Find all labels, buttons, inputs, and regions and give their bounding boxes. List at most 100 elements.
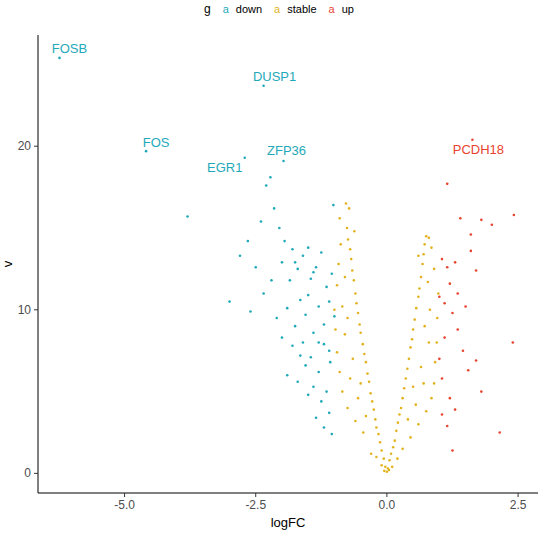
point xyxy=(312,331,315,334)
point xyxy=(438,295,441,298)
point xyxy=(281,261,284,264)
point xyxy=(332,204,335,207)
point xyxy=(464,305,467,308)
point xyxy=(425,410,428,413)
point xyxy=(344,333,347,336)
legend-label: down xyxy=(236,3,262,15)
x-axis xyxy=(38,493,538,494)
point xyxy=(262,292,265,295)
point xyxy=(310,277,313,280)
point xyxy=(347,238,350,241)
point xyxy=(145,150,148,153)
point xyxy=(354,292,357,295)
point xyxy=(307,394,310,397)
point xyxy=(423,243,426,246)
point xyxy=(435,341,438,344)
point xyxy=(312,271,315,274)
point xyxy=(422,253,425,256)
point xyxy=(351,358,354,361)
point xyxy=(382,457,385,460)
point xyxy=(315,416,318,419)
y-tick-label: 0 xyxy=(24,466,31,480)
point xyxy=(328,300,331,303)
point xyxy=(446,425,449,428)
point xyxy=(346,227,349,230)
point xyxy=(338,217,341,220)
point xyxy=(370,452,373,455)
legend-label: up xyxy=(342,3,354,15)
point xyxy=(433,268,436,271)
point xyxy=(412,385,415,388)
legend-key: a xyxy=(329,3,336,15)
gene-label: FOSB xyxy=(52,41,87,56)
point xyxy=(355,302,358,305)
point xyxy=(273,207,276,210)
point xyxy=(443,302,446,305)
point xyxy=(471,138,474,141)
point xyxy=(375,456,378,459)
point xyxy=(429,309,432,312)
point xyxy=(296,268,299,271)
point xyxy=(420,276,423,279)
point xyxy=(375,426,378,429)
point xyxy=(336,284,339,287)
point xyxy=(328,412,331,415)
point xyxy=(456,328,459,331)
point xyxy=(362,431,365,434)
point xyxy=(365,415,368,418)
point xyxy=(331,273,334,276)
point xyxy=(315,266,318,269)
point xyxy=(446,183,449,186)
point xyxy=(357,312,360,315)
point xyxy=(294,325,297,328)
point xyxy=(395,430,398,433)
point xyxy=(323,426,326,429)
point xyxy=(407,418,410,421)
point xyxy=(354,420,357,423)
point xyxy=(349,248,352,251)
y-tick-label: 20 xyxy=(18,139,32,153)
point xyxy=(365,361,368,364)
point xyxy=(420,366,423,369)
point xyxy=(325,286,328,289)
point xyxy=(269,176,272,179)
point xyxy=(390,452,393,455)
point xyxy=(372,408,375,411)
point xyxy=(291,344,294,347)
point xyxy=(425,235,428,238)
point xyxy=(228,300,231,303)
point xyxy=(312,385,315,388)
point xyxy=(406,367,409,370)
point xyxy=(441,377,444,380)
legend-title: g xyxy=(204,2,211,16)
point xyxy=(304,364,307,367)
point xyxy=(366,372,369,375)
y-axis xyxy=(38,35,39,493)
point xyxy=(344,276,347,279)
point xyxy=(459,217,462,220)
point xyxy=(186,215,189,218)
point xyxy=(409,436,412,439)
point xyxy=(346,317,349,320)
y-tick xyxy=(34,146,38,147)
point xyxy=(417,295,420,298)
point xyxy=(58,57,61,60)
point xyxy=(374,418,377,421)
point xyxy=(304,313,307,316)
point xyxy=(418,287,421,290)
point xyxy=(341,390,344,393)
point xyxy=(281,336,284,339)
point xyxy=(317,341,320,344)
point xyxy=(331,433,334,436)
x-tick xyxy=(518,493,519,497)
point xyxy=(320,400,323,403)
point xyxy=(310,356,313,359)
point xyxy=(351,269,354,272)
point xyxy=(254,266,257,269)
point xyxy=(380,464,383,467)
y-tick xyxy=(34,473,38,474)
point xyxy=(441,413,444,416)
point xyxy=(323,323,326,326)
point xyxy=(262,84,265,87)
point xyxy=(282,160,285,163)
